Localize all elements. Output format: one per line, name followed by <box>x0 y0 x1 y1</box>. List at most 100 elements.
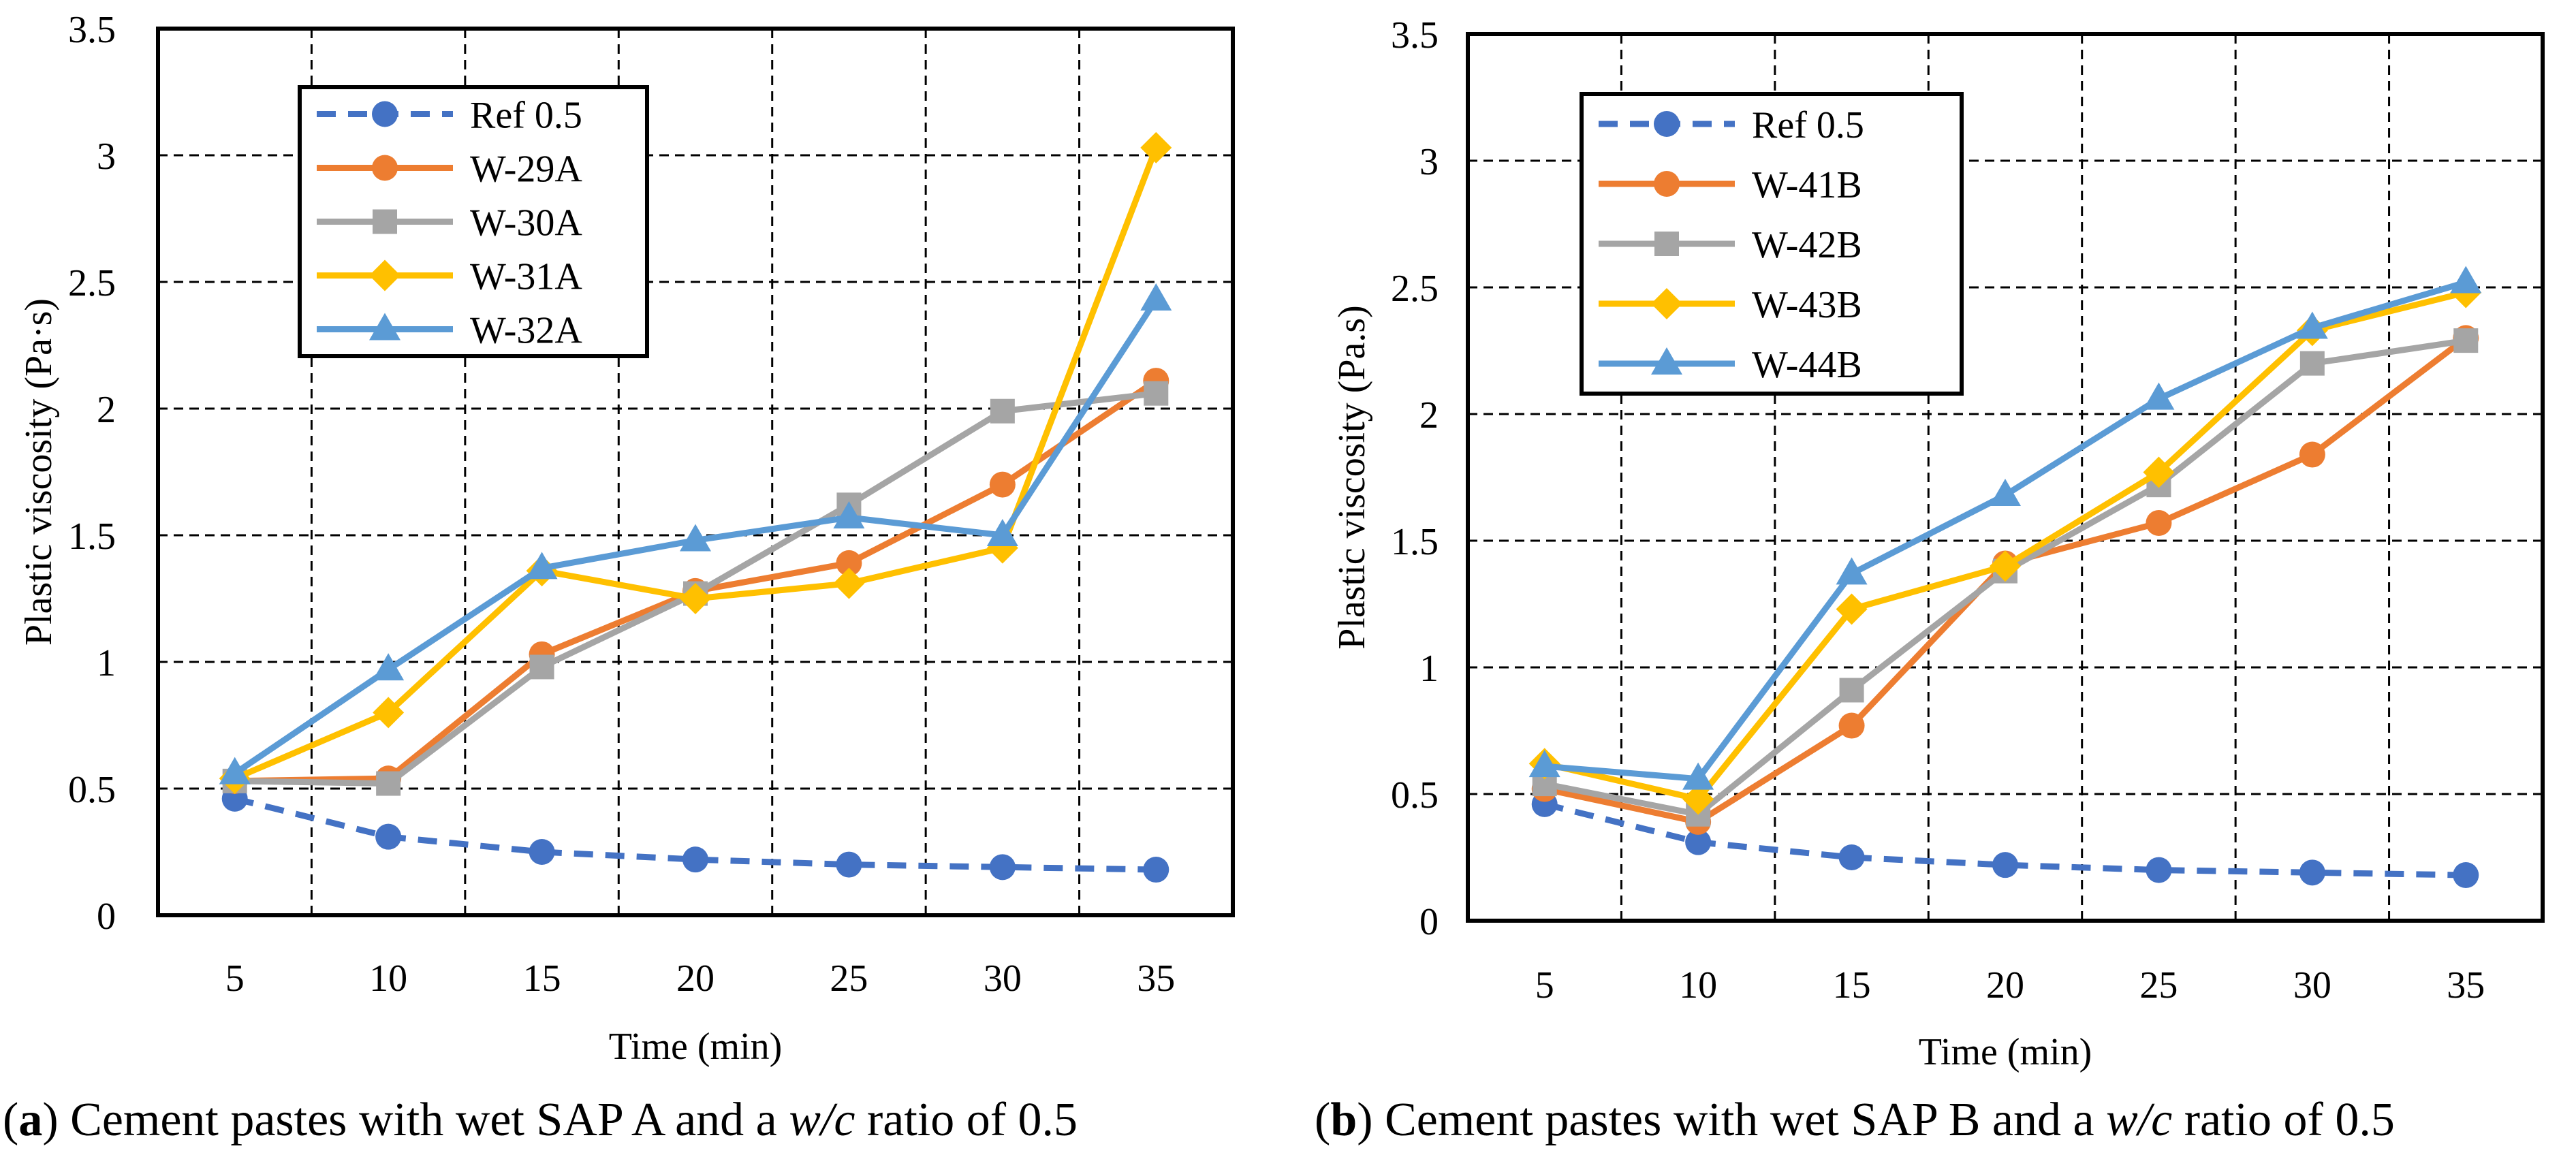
data-point <box>680 583 711 614</box>
data-point <box>1836 593 1868 625</box>
y-tick-label: 2.5 <box>1391 268 1439 310</box>
series-w-29a <box>221 368 1169 794</box>
legend-marker <box>373 209 397 234</box>
y-tick-label: 3.5 <box>1391 14 1439 57</box>
data-point <box>2453 328 2479 353</box>
plot-area <box>1466 32 2545 923</box>
legend-label: W-41B <box>1752 164 1862 206</box>
y-tick-label: 0 <box>1419 901 1439 943</box>
caption-b-tail: ratio of 0.5 <box>2184 1094 2395 1146</box>
x-tick-label: 20 <box>676 957 714 1000</box>
caption-b: (b) Cement pastes with wet SAP B and a w… <box>1315 1094 2395 1146</box>
y-tick-label: 2 <box>97 389 116 431</box>
legend-label: Ref 0.5 <box>470 95 582 137</box>
x-tick-label: 35 <box>2447 964 2485 1007</box>
data-point <box>1140 131 1172 163</box>
legend-label: W-30A <box>470 202 582 244</box>
legend-marker <box>369 259 400 291</box>
data-point <box>1140 283 1172 311</box>
data-point <box>986 519 1018 546</box>
data-point <box>989 471 1016 498</box>
chart-panel-b: 0 0.5 1 1.5 2 2.5 3 3.5 5 10 15 20 25 30 35 Time (min) P… <box>1331 14 2545 1073</box>
caption-a: (a) Cement pastes with wet SAP A and a w… <box>3 1094 1078 1146</box>
data-point <box>1682 762 1714 790</box>
caption-b-label: b <box>1330 1094 1357 1146</box>
legend-label: W-44B <box>1752 344 1862 386</box>
x-tick-label: 25 <box>2139 964 2178 1007</box>
data-point <box>682 846 708 873</box>
data-point <box>2143 382 2175 410</box>
y-tick-label: 2.5 <box>68 262 116 304</box>
data-point <box>1682 783 1714 815</box>
legend-box <box>298 85 649 358</box>
data-point <box>1992 852 2018 878</box>
data-point <box>2299 859 2325 886</box>
y-axis-label: Plastic viscosity (Pa.s) <box>1331 305 1373 650</box>
y-tick-label: 1.5 <box>68 516 116 558</box>
legend-marker <box>1651 288 1682 319</box>
x-axis-label: Time (min) <box>1919 1031 2092 1073</box>
x-tick-label: 20 <box>1986 964 2024 1007</box>
x-tick-label: 10 <box>1679 964 1717 1007</box>
legend: Ref 0.5 W-29A W-30A W-31A W-32A <box>298 85 649 358</box>
series-w-32a <box>219 283 1172 784</box>
data-point <box>373 653 405 681</box>
data-point <box>1836 557 1868 585</box>
y-tick-label: 3 <box>1419 141 1439 183</box>
data-point <box>373 697 405 729</box>
x-tick-label: 5 <box>1535 964 1554 1007</box>
x-tick-label: 15 <box>523 957 561 1000</box>
legend-marker <box>1654 111 1680 137</box>
caption-a-label: a <box>18 1094 43 1146</box>
data-point <box>836 851 862 878</box>
x-tick-label: 35 <box>1137 957 1175 1000</box>
y-axis-label: Plastic viscosity (Pa·s) <box>18 298 60 646</box>
caption-a-text: Cement pastes with wet SAP A and a <box>70 1094 777 1146</box>
legend-marker <box>372 155 398 181</box>
data-point <box>833 501 865 528</box>
x-tick-label: 30 <box>984 957 1022 1000</box>
data-point <box>836 550 862 576</box>
y-tick-label: 2 <box>1419 394 1439 437</box>
y-tick-label: 1.5 <box>1391 521 1439 563</box>
data-point <box>529 654 554 680</box>
data-point <box>1990 479 2021 507</box>
y-tick-label: 0.5 <box>68 769 116 811</box>
y-tick-label: 1 <box>1419 648 1439 690</box>
legend-marker <box>369 313 400 340</box>
chart-panel-a: 0 0.5 1 1.5 2 2.5 3 3.5 5 10 15 20 25 30 35 Time (min) P… <box>18 9 1235 1068</box>
series-ref-0-5 <box>1531 791 2479 889</box>
legend-marker <box>372 101 398 127</box>
data-point <box>375 823 402 850</box>
data-point <box>2453 862 2479 889</box>
data-point <box>989 854 1016 881</box>
x-axis-label: Time (min) <box>609 1026 783 1068</box>
data-point <box>2296 311 2328 339</box>
caption-b-italic: w/c <box>2106 1094 2173 1146</box>
data-point <box>2146 509 2172 536</box>
data-point <box>2299 441 2325 468</box>
data-point <box>1144 381 1169 406</box>
legend-label: W-42B <box>1752 224 1862 266</box>
legend-label: W-29A <box>470 148 582 191</box>
data-point <box>2299 351 2325 376</box>
y-tick-label: 3.5 <box>68 9 116 51</box>
caption-a-italic: w/c <box>789 1094 855 1146</box>
legend-label: Ref 0.5 <box>1752 104 1864 146</box>
legend-label: W-32A <box>470 310 582 352</box>
data-point <box>1685 829 1712 855</box>
data-point <box>680 524 711 552</box>
legend-label: W-43B <box>1752 284 1862 326</box>
data-point <box>219 757 251 784</box>
data-point <box>1839 678 1864 703</box>
legend-marker <box>1654 232 1679 256</box>
series-w-44b <box>1528 266 2482 790</box>
legend-marker <box>1654 171 1680 197</box>
x-tick-label: 30 <box>2293 964 2331 1007</box>
x-tick-label: 15 <box>1833 964 1871 1007</box>
y-tick-label: 0.5 <box>1391 774 1439 817</box>
data-point <box>2450 266 2482 294</box>
data-point <box>2143 456 2175 488</box>
data-point <box>1143 857 1169 883</box>
